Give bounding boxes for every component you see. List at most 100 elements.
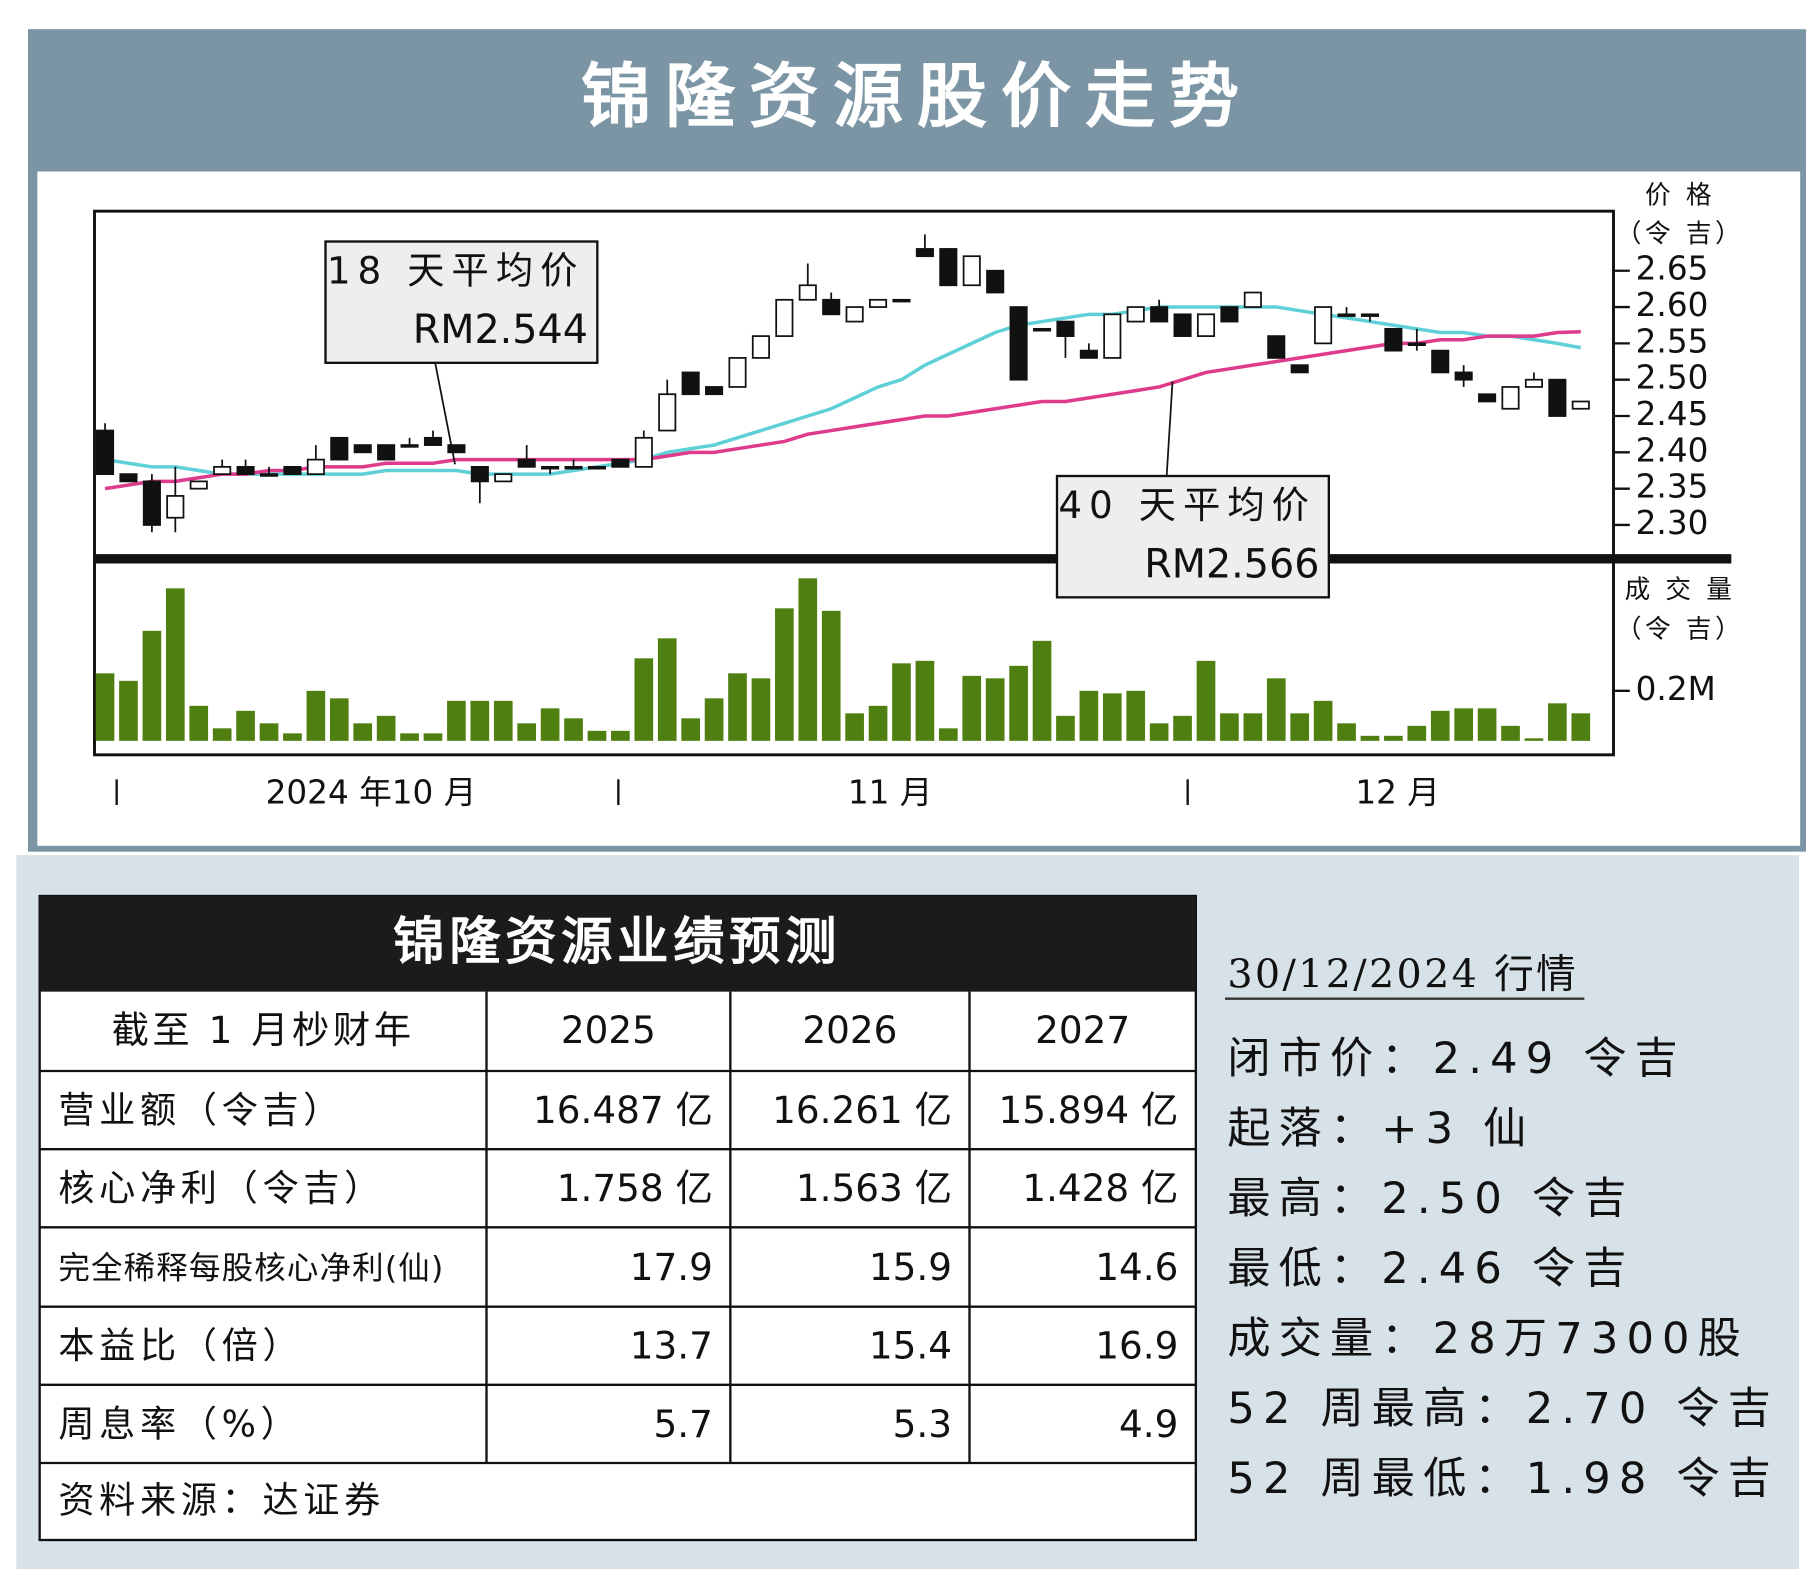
volume-bar — [1032, 640, 1052, 741]
candle-body — [728, 357, 747, 388]
volume-bar — [798, 578, 818, 741]
candle-body — [494, 473, 513, 483]
y-axis-label: （令 吉） — [1616, 219, 1744, 249]
volume-bar — [821, 610, 841, 741]
candle-body — [213, 465, 232, 476]
table-source: 资料来源：达证券 — [58, 1479, 385, 1522]
volume-bar — [1384, 735, 1403, 741]
candle-body — [166, 495, 185, 519]
volume-bar — [938, 728, 958, 741]
y-tick-label: 2.50 — [1636, 359, 1709, 397]
volume-bar — [1524, 738, 1544, 741]
candle-body — [1524, 378, 1543, 388]
candle-body — [259, 473, 279, 477]
volume-bar — [353, 723, 373, 741]
table — [38, 894, 1197, 1542]
y-tick-label: 2.65 — [1636, 250, 1709, 288]
volume-bar — [142, 630, 162, 741]
volume-bar — [189, 705, 209, 741]
candle-body — [1314, 306, 1333, 345]
candle-body — [939, 248, 958, 287]
volume-bar — [470, 700, 490, 741]
candle-body — [189, 480, 208, 490]
table-row-label: 周息率（%） — [58, 1402, 301, 1445]
table-row-label: 核心净利（令吉） — [58, 1167, 385, 1210]
volume-bar — [1313, 700, 1333, 741]
volume-bar — [447, 700, 466, 741]
table-cell: 13.7 — [630, 1324, 713, 1368]
candle-body — [892, 298, 911, 303]
volume-bar — [564, 718, 583, 741]
x-tick-label: 12 月 — [1355, 774, 1440, 812]
volume-bar — [1290, 713, 1310, 741]
candle-body — [377, 444, 396, 461]
volume-bar — [892, 663, 911, 741]
volume-bar — [587, 730, 607, 741]
volume-bar — [236, 710, 255, 741]
volume-bar — [517, 723, 537, 741]
table-cell: 16.487 亿 — [533, 1088, 713, 1132]
candle-body — [915, 248, 934, 258]
annotation-value: RM2.544 — [413, 307, 588, 353]
table-cell: 5.7 — [653, 1402, 712, 1446]
market-line: 52 周最高：2.70 令吉 — [1227, 1384, 1779, 1434]
volume-bar — [915, 660, 935, 741]
market-line: 52 周最低：1.98 令吉 — [1227, 1454, 1779, 1504]
market-line: 起落：+3 仙 — [1227, 1104, 1534, 1154]
candle-body — [142, 480, 161, 526]
annotation-leader — [1165, 381, 1174, 477]
x-tick-label: 11 月 — [848, 774, 933, 812]
table-cell: 1.428 亿 — [1022, 1166, 1178, 1210]
annotation-value: RM2.566 — [1144, 542, 1319, 588]
table-column-header: 2027 — [1035, 1008, 1130, 1052]
volume-bar — [400, 733, 419, 741]
candle-body — [611, 458, 630, 468]
candle-body — [119, 473, 138, 483]
table-row-label: 本益比（倍） — [58, 1324, 303, 1367]
candle-body — [1126, 306, 1145, 323]
y-axis-label: 成 交 量 — [1625, 575, 1736, 605]
annotation-name: 18 天平均价 — [327, 249, 585, 293]
candle-body — [705, 386, 724, 396]
candle-body — [1032, 327, 1052, 332]
candle-body — [1243, 291, 1262, 308]
chart-area — [37, 171, 1801, 846]
volume-bar — [540, 708, 560, 741]
candle-body — [658, 393, 677, 432]
candle-body — [962, 255, 981, 287]
candle-body — [517, 458, 536, 468]
candle-body — [283, 465, 302, 476]
volume-bar — [283, 733, 302, 741]
chart-title: 锦隆资源股价走势 — [581, 56, 1253, 138]
candle-body — [634, 436, 653, 468]
volume-bar — [95, 673, 115, 741]
candle-body — [447, 444, 466, 454]
candle-body — [423, 436, 443, 446]
candle-body — [1407, 342, 1426, 346]
candle-body — [1548, 378, 1567, 417]
volume-bar — [212, 728, 232, 741]
volume-bar — [611, 730, 630, 741]
moving-average-line — [104, 330, 1581, 491]
candle-body — [564, 465, 583, 470]
candle-body — [1173, 313, 1192, 337]
volume-bar — [1009, 665, 1028, 741]
candle-body — [798, 284, 817, 301]
volume-bar — [1079, 690, 1099, 741]
volume-bar — [775, 608, 794, 741]
table-column-header: 2026 — [802, 1008, 897, 1052]
moving-average-line — [104, 305, 1582, 476]
candle-body — [1431, 349, 1450, 374]
volume-bar — [1056, 715, 1075, 741]
candle-body — [1220, 306, 1239, 323]
volume-bar — [1220, 713, 1239, 741]
table-cell: 5.3 — [893, 1402, 952, 1446]
candle-body — [1103, 313, 1122, 359]
candle-body — [1290, 364, 1309, 374]
volume-bar — [657, 638, 677, 741]
candle-body — [587, 465, 607, 470]
volume-bar — [1337, 723, 1356, 741]
volume-bar — [845, 713, 864, 741]
